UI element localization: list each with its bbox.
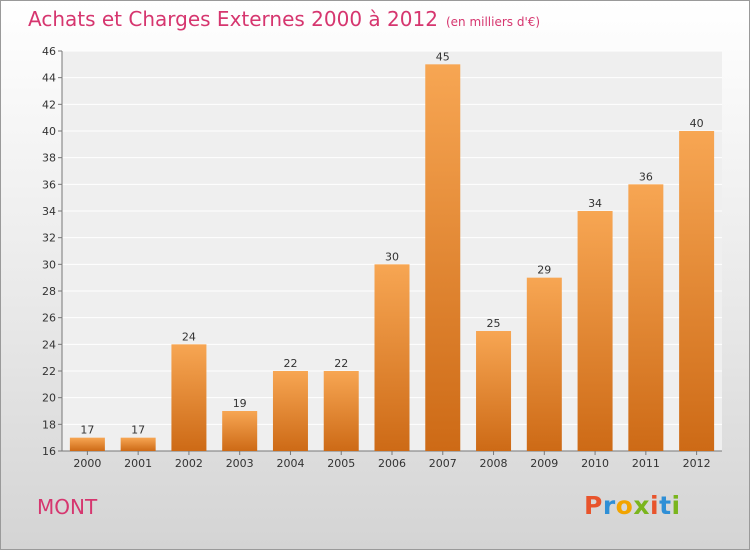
y-tick-label: 32 (42, 232, 56, 245)
bar-value-label: 40 (690, 117, 704, 130)
bar-value-label: 45 (436, 50, 450, 63)
bar-value-label: 34 (588, 197, 602, 210)
logo-letter: x (633, 491, 650, 520)
y-tick-label: 42 (42, 98, 56, 111)
commune-name: MONT (37, 495, 98, 519)
x-tick-label: 2002 (175, 457, 203, 470)
y-tick-label: 24 (42, 338, 56, 351)
y-tick-label: 20 (42, 392, 56, 405)
bar-value-label: 25 (487, 317, 501, 330)
bar (374, 264, 410, 451)
proxiti-logo: Proxiti (584, 491, 681, 520)
bar (171, 344, 207, 451)
y-tick-label: 36 (42, 178, 56, 191)
x-tick-label: 2005 (327, 457, 355, 470)
bar-value-label: 30 (385, 250, 399, 263)
bar (526, 277, 562, 451)
bar (476, 331, 512, 451)
title-unit: (en milliers d'€) (445, 15, 541, 29)
bar-value-label: 24 (182, 330, 196, 343)
bar (272, 371, 308, 451)
logo-letter: r (602, 491, 616, 520)
title-main: Achats et Charges Externes 2000 à 2012 (28, 7, 438, 31)
x-tick-label: 2007 (429, 457, 457, 470)
x-tick-label: 2001 (124, 457, 152, 470)
bar (577, 211, 613, 451)
x-tick-label: 2008 (480, 457, 508, 470)
logo-letter: t (659, 491, 672, 520)
bar (222, 411, 258, 451)
logo-letter: o (615, 491, 634, 520)
bar (69, 437, 105, 451)
bar-value-label: 22 (334, 357, 348, 370)
bar-value-label: 22 (283, 357, 297, 370)
y-tick-label: 28 (42, 285, 56, 298)
y-tick-label: 22 (42, 365, 56, 378)
bar-value-label: 29 (537, 264, 551, 277)
bar (323, 371, 359, 451)
bar (628, 184, 664, 452)
y-tick-label: 18 (42, 418, 56, 431)
y-tick-label: 38 (42, 152, 56, 165)
y-tick-label: 40 (42, 125, 56, 138)
x-tick-label: 2004 (276, 457, 304, 470)
x-tick-label: 2011 (632, 457, 660, 470)
y-tick-label: 46 (42, 45, 56, 58)
y-tick-label: 30 (42, 258, 56, 271)
y-tick-label: 16 (42, 445, 56, 458)
y-tick-label: 34 (42, 205, 56, 218)
logo-letter: P (584, 491, 603, 520)
bar-value-label: 19 (233, 397, 247, 410)
x-tick-label: 2012 (683, 457, 711, 470)
logo-letter: i (650, 491, 660, 520)
x-tick-label: 2006 (378, 457, 406, 470)
logo-letter: i (671, 491, 681, 520)
x-tick-label: 2003 (226, 457, 254, 470)
x-tick-label: 2000 (73, 457, 101, 470)
x-tick-label: 2010 (581, 457, 609, 470)
bar-value-label: 36 (639, 170, 653, 183)
chart-title: Achats et Charges Externes 2000 à 2012 (e… (28, 7, 540, 31)
bar (679, 131, 715, 451)
bar (425, 64, 461, 452)
bar-value-label: 17 (131, 424, 145, 437)
y-tick-label: 44 (42, 72, 56, 85)
y-tick-label: 26 (42, 312, 56, 325)
bar-value-label: 17 (80, 424, 94, 437)
x-tick-label: 2009 (530, 457, 558, 470)
bar (120, 437, 156, 451)
